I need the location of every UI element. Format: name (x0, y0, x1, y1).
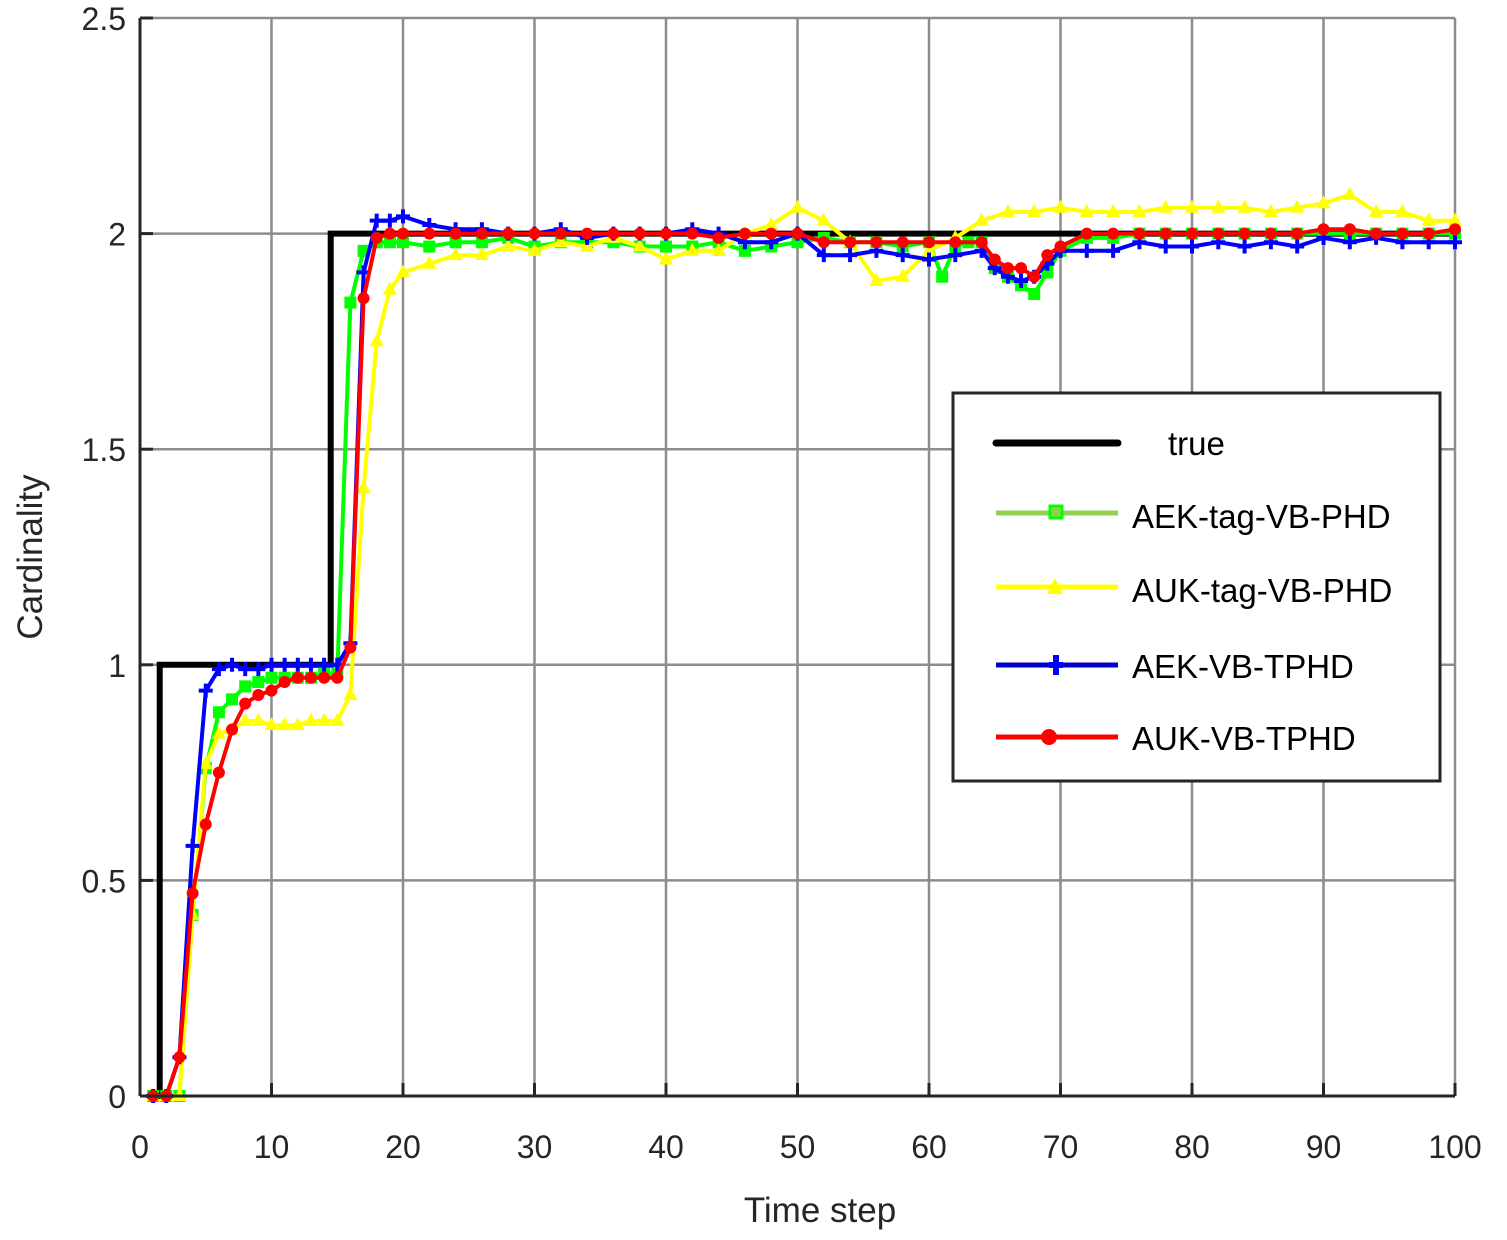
legend-item-true: true (992, 425, 1225, 462)
x-axis-label: Time step (744, 1191, 896, 1230)
y-tick-label: 0.5 (82, 863, 126, 899)
x-tick-label: 90 (1306, 1129, 1342, 1165)
axes-frame (138, 16, 1457, 1098)
legend-label: AUK-tag-VB-PHD (1132, 572, 1392, 609)
x-tick-label: 20 (385, 1129, 421, 1165)
x-tick-label: 30 (517, 1129, 553, 1165)
square-marker-icon (1048, 504, 1064, 520)
series-auk-vb-tphd (147, 223, 1461, 1102)
triangle-marker-icon (1047, 578, 1063, 594)
tick-labels: 0 10 20 30 40 50 60 70 80 90 100 0 0.5 1 1.5 2 2.5 (82, 1, 1482, 1165)
legend: true AEK-tag-VB-PHD AUK-tag-VB-PHD AEK-V… (951, 391, 1442, 783)
circle-marker-icon (1041, 729, 1057, 745)
y-tick-label: 0 (108, 1079, 126, 1115)
x-tick-label: 60 (911, 1129, 947, 1165)
x-tick-label: 70 (1043, 1129, 1079, 1165)
y-axis-label: Cardinality (11, 474, 50, 640)
y-tick-label: 2.5 (82, 1, 126, 37)
x-tick-label: 0 (131, 1129, 149, 1165)
legend-label: AUK-VB-TPHD (1132, 720, 1356, 757)
x-tick-label: 100 (1428, 1129, 1481, 1165)
legend-item-auk-vb-tphd: AUK-VB-TPHD (996, 720, 1356, 757)
x-tick-label: 10 (254, 1129, 290, 1165)
legend-item-auk-tag-vb-phd: AUK-tag-VB-PHD (996, 572, 1392, 609)
legend-item-aek-vb-tphd: AEK-VB-TPHD (996, 648, 1354, 685)
plot-series (146, 186, 1462, 1103)
plus-marker-icon (1049, 655, 1063, 675)
y-tick-label: 2 (108, 217, 126, 253)
x-tick-label: 40 (648, 1129, 684, 1165)
legend-label: AEK-VB-TPHD (1132, 648, 1354, 685)
legend-item-aek-tag-vb-phd: AEK-tag-VB-PHD (996, 498, 1391, 535)
series-auk-tag-vb-phd (146, 186, 1462, 1101)
legend-label: true (1168, 425, 1225, 462)
x-tick-label: 50 (780, 1129, 816, 1165)
legend-label: AEK-tag-VB-PHD (1132, 498, 1391, 535)
y-tick-label: 1.5 (82, 432, 126, 468)
x-tick-label: 80 (1174, 1129, 1210, 1165)
y-tick-label: 1 (108, 648, 126, 684)
